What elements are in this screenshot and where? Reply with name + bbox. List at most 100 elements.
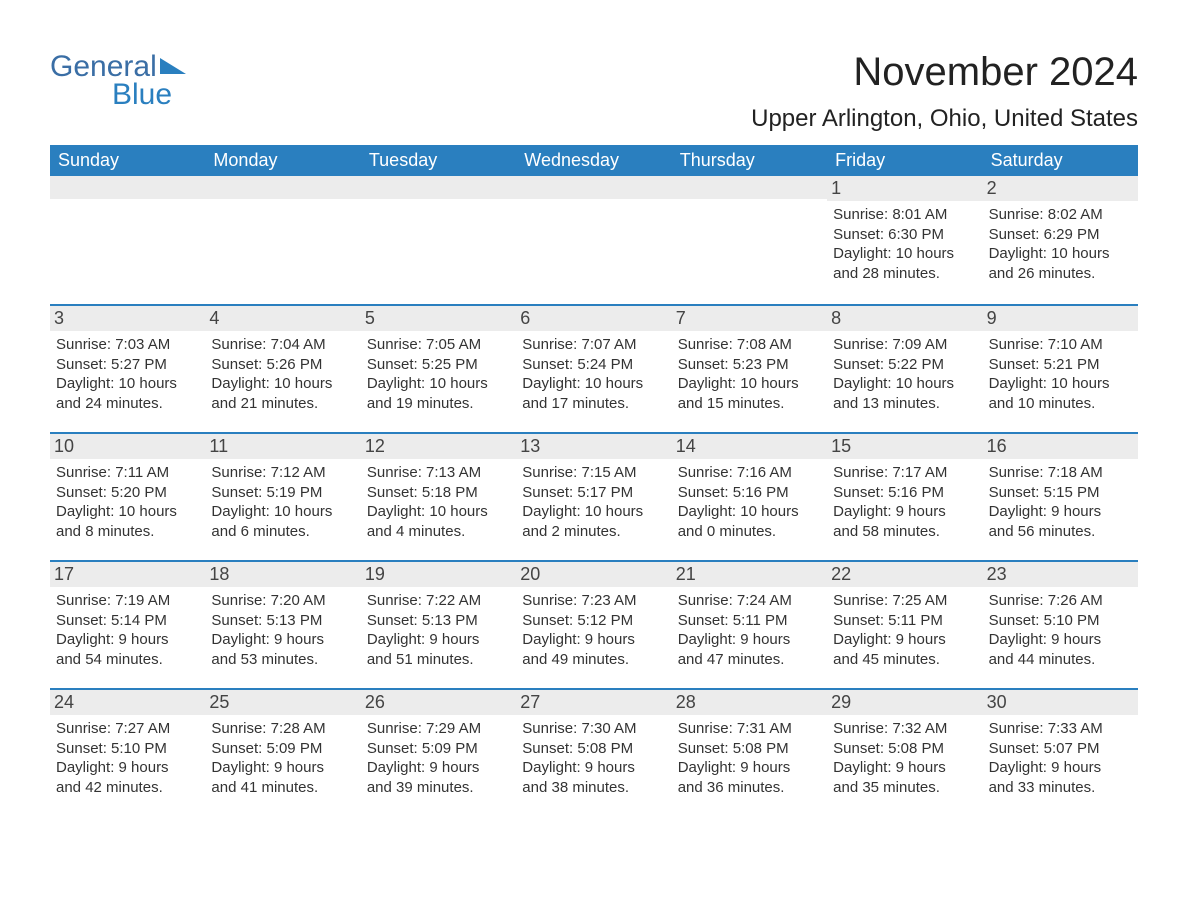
day-cell: 4Sunrise: 7:04 AMSunset: 5:26 PMDaylight… [205,306,360,432]
day-cell: 30Sunrise: 7:33 AMSunset: 5:07 PMDayligh… [983,690,1138,816]
day-cell [672,176,827,304]
sunset-text: Sunset: 5:11 PM [678,611,821,631]
daylight-text: Daylight: 9 hours [833,630,976,650]
sunset-text: Sunset: 5:09 PM [367,739,510,759]
sunrise-text: Sunrise: 7:19 AM [56,591,199,611]
day-cell: 8Sunrise: 7:09 AMSunset: 5:22 PMDaylight… [827,306,982,432]
daylight-text: Daylight: 9 hours [989,630,1132,650]
daylight-text: Daylight: 9 hours [833,502,976,522]
day-cell: 6Sunrise: 7:07 AMSunset: 5:24 PMDaylight… [516,306,671,432]
day-cell: 23Sunrise: 7:26 AMSunset: 5:10 PMDayligh… [983,562,1138,688]
daylight-text: and 51 minutes. [367,650,510,670]
sunrise-text: Sunrise: 7:31 AM [678,719,821,739]
day-cell: 16Sunrise: 7:18 AMSunset: 5:15 PMDayligh… [983,434,1138,560]
daylight-text: Daylight: 10 hours [989,374,1132,394]
daylight-text: and 42 minutes. [56,778,199,798]
location-label: Upper Arlington, Ohio, United States [751,105,1138,133]
day-number: 16 [983,434,1138,459]
calendar-week: 1Sunrise: 8:01 AMSunset: 6:30 PMDaylight… [50,176,1138,304]
daylight-text: Daylight: 9 hours [56,630,199,650]
day-number: 24 [50,690,205,715]
sunrise-text: Sunrise: 7:10 AM [989,335,1132,355]
sunset-text: Sunset: 5:22 PM [833,355,976,375]
sunset-text: Sunset: 5:10 PM [56,739,199,759]
calendar: Sunday Monday Tuesday Wednesday Thursday… [50,145,1138,816]
calendar-week: 3Sunrise: 7:03 AMSunset: 5:27 PMDaylight… [50,304,1138,432]
daylight-text: Daylight: 9 hours [989,502,1132,522]
daylight-text: and 15 minutes. [678,394,821,414]
sunrise-text: Sunrise: 8:02 AM [989,205,1132,225]
sunset-text: Sunset: 5:07 PM [989,739,1132,759]
month-title: November 2024 [751,50,1138,95]
sunset-text: Sunset: 5:26 PM [211,355,354,375]
day-cell: 11Sunrise: 7:12 AMSunset: 5:19 PMDayligh… [205,434,360,560]
sunset-text: Sunset: 5:27 PM [56,355,199,375]
daylight-text: Daylight: 9 hours [56,758,199,778]
sunrise-text: Sunrise: 7:07 AM [522,335,665,355]
daylight-text: Daylight: 10 hours [522,502,665,522]
daylight-text: Daylight: 10 hours [367,502,510,522]
day-number: 22 [827,562,982,587]
sunrise-text: Sunrise: 7:16 AM [678,463,821,483]
daylight-text: Daylight: 10 hours [211,502,354,522]
day-cell: 25Sunrise: 7:28 AMSunset: 5:09 PMDayligh… [205,690,360,816]
sunrise-text: Sunrise: 7:08 AM [678,335,821,355]
day-cell: 14Sunrise: 7:16 AMSunset: 5:16 PMDayligh… [672,434,827,560]
empty-day-header [361,176,516,199]
sunrise-text: Sunrise: 7:18 AM [989,463,1132,483]
daylight-text: and 39 minutes. [367,778,510,798]
day-number: 3 [50,306,205,331]
day-number: 2 [983,176,1138,201]
daylight-text: Daylight: 10 hours [56,502,199,522]
day-cell: 7Sunrise: 7:08 AMSunset: 5:23 PMDaylight… [672,306,827,432]
empty-day-header [50,176,205,199]
day-cell: 28Sunrise: 7:31 AMSunset: 5:08 PMDayligh… [672,690,827,816]
sunrise-text: Sunrise: 7:12 AM [211,463,354,483]
day-number: 19 [361,562,516,587]
daylight-text: Daylight: 9 hours [989,758,1132,778]
daylight-text: and 17 minutes. [522,394,665,414]
logo: General Blue [50,50,186,112]
day-cell: 20Sunrise: 7:23 AMSunset: 5:12 PMDayligh… [516,562,671,688]
sunrise-text: Sunrise: 7:22 AM [367,591,510,611]
sunrise-text: Sunrise: 7:23 AM [522,591,665,611]
daylight-text: Daylight: 10 hours [678,502,821,522]
day-cell: 10Sunrise: 7:11 AMSunset: 5:20 PMDayligh… [50,434,205,560]
empty-day-header [672,176,827,199]
weekday-header: Saturday [983,145,1138,176]
day-number: 18 [205,562,360,587]
daylight-text: and 24 minutes. [56,394,199,414]
day-cell: 1Sunrise: 8:01 AMSunset: 6:30 PMDaylight… [827,176,982,304]
weekday-header: Friday [827,145,982,176]
daylight-text: Daylight: 10 hours [522,374,665,394]
daylight-text: and 0 minutes. [678,522,821,542]
sunrise-text: Sunrise: 7:04 AM [211,335,354,355]
daylight-text: and 21 minutes. [211,394,354,414]
daylight-text: and 26 minutes. [989,264,1132,284]
sunrise-text: Sunrise: 7:17 AM [833,463,976,483]
daylight-text: and 13 minutes. [833,394,976,414]
day-number: 23 [983,562,1138,587]
day-number: 26 [361,690,516,715]
sunset-text: Sunset: 5:16 PM [678,483,821,503]
daylight-text: and 53 minutes. [211,650,354,670]
daylight-text: and 19 minutes. [367,394,510,414]
daylight-text: and 36 minutes. [678,778,821,798]
daylight-text: Daylight: 9 hours [367,758,510,778]
day-number: 17 [50,562,205,587]
daylight-text: and 56 minutes. [989,522,1132,542]
sunset-text: Sunset: 5:13 PM [211,611,354,631]
day-number: 20 [516,562,671,587]
daylight-text: Daylight: 9 hours [367,630,510,650]
header: General Blue November 2024 Upper Arlingt… [50,50,1138,133]
day-number: 30 [983,690,1138,715]
sunrise-text: Sunrise: 7:28 AM [211,719,354,739]
daylight-text: Daylight: 10 hours [833,374,976,394]
sunset-text: Sunset: 5:10 PM [989,611,1132,631]
daylight-text: Daylight: 9 hours [678,758,821,778]
day-number: 28 [672,690,827,715]
daylight-text: Daylight: 9 hours [833,758,976,778]
daylight-text: Daylight: 9 hours [211,758,354,778]
daylight-text: and 8 minutes. [56,522,199,542]
calendar-week: 24Sunrise: 7:27 AMSunset: 5:10 PMDayligh… [50,688,1138,816]
